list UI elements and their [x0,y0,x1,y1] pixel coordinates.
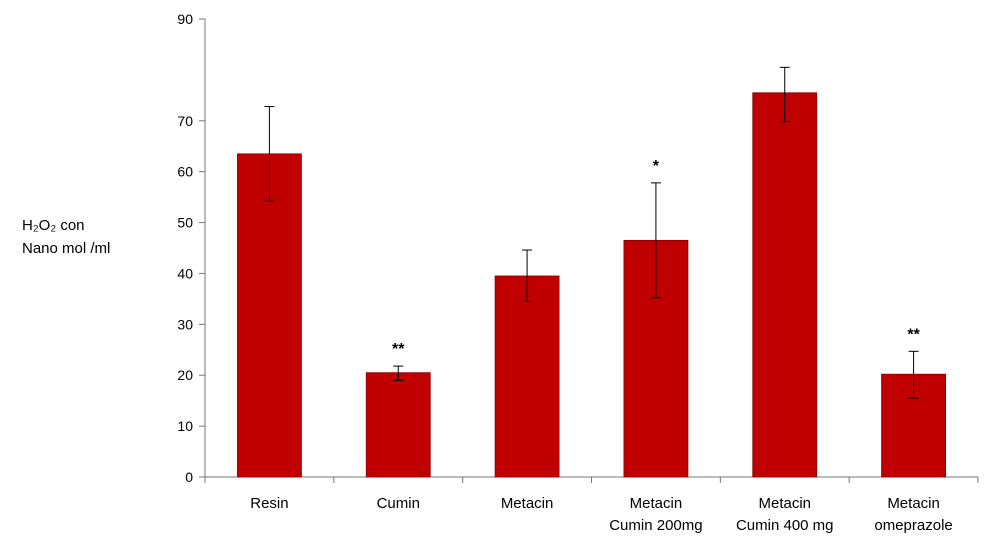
x-category-label: Cumin 400 mg [736,517,834,534]
y-tick-label: 60 [177,164,193,180]
x-category-label: Cumin 200mg [609,517,702,534]
bar [752,92,818,478]
y-axis-label-line-2: Nano mol /ml [22,240,111,257]
x-category-label: Resin [250,495,288,512]
bar [494,275,560,478]
chart-bars [237,92,946,478]
x-category-label: Cumin [377,495,420,512]
x-category-label: Metacin [758,495,811,512]
x-category-label: omeprazole [874,517,952,534]
significance-marker: ** [392,341,405,358]
x-category-label: Metacin [887,495,940,512]
chart-axes [199,18,979,483]
chart-error-bars [264,66,919,399]
y-tick-label: 50 [177,215,193,231]
chart-labels: 0 10 20 30 40 50 60 70 90 Resin ** Cumin Metacin * Met… [177,11,952,534]
bar [237,153,302,478]
x-category-label: Metacin [630,495,683,512]
y-tick-label: 10 [177,418,193,434]
y-tick-label: 70 [177,113,193,129]
y-tick-label: 90 [177,11,193,27]
y-tick-label: 40 [177,265,193,281]
y-axis-label-line-1: H₂O₂ con [22,217,85,234]
y-axis-label: H₂O₂ con Nano mol /ml [22,214,110,260]
bar [365,372,431,478]
significance-marker: ** [907,326,920,343]
y-tick-label: 20 [177,367,193,383]
significance-marker: * [653,158,660,175]
y-tick-label: 0 [185,469,193,485]
x-category-label: Metacin [501,495,554,512]
y-tick-label: 30 [177,316,193,332]
